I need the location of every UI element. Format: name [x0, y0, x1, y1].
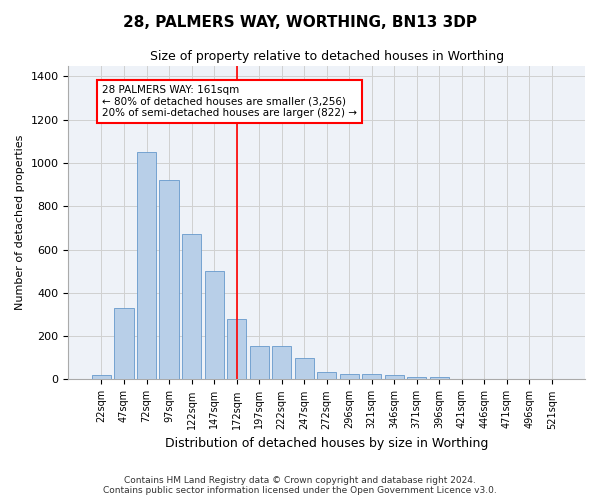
Bar [92, 375, 111, 380]
Bar [430, 378, 449, 380]
Bar [295, 358, 314, 380]
Bar [160, 180, 179, 380]
Title: Size of property relative to detached houses in Worthing: Size of property relative to detached ho… [149, 50, 504, 63]
Text: 28 PALMERS WAY: 161sqm
← 80% of detached houses are smaller (3,256)
20% of semi-: 28 PALMERS WAY: 161sqm ← 80% of detached… [102, 85, 357, 118]
Text: 28, PALMERS WAY, WORTHING, BN13 3DP: 28, PALMERS WAY, WORTHING, BN13 3DP [123, 15, 477, 30]
Bar [362, 374, 382, 380]
Bar [205, 271, 224, 380]
X-axis label: Distribution of detached houses by size in Worthing: Distribution of detached houses by size … [165, 437, 488, 450]
Bar [182, 234, 201, 380]
Y-axis label: Number of detached properties: Number of detached properties [15, 135, 25, 310]
Bar [137, 152, 156, 380]
Bar [250, 346, 269, 380]
Bar [115, 308, 134, 380]
Text: Contains HM Land Registry data © Crown copyright and database right 2024.
Contai: Contains HM Land Registry data © Crown c… [103, 476, 497, 495]
Bar [317, 372, 336, 380]
Bar [385, 375, 404, 380]
Bar [272, 346, 291, 380]
Bar [227, 319, 246, 380]
Bar [340, 374, 359, 380]
Bar [407, 378, 427, 380]
